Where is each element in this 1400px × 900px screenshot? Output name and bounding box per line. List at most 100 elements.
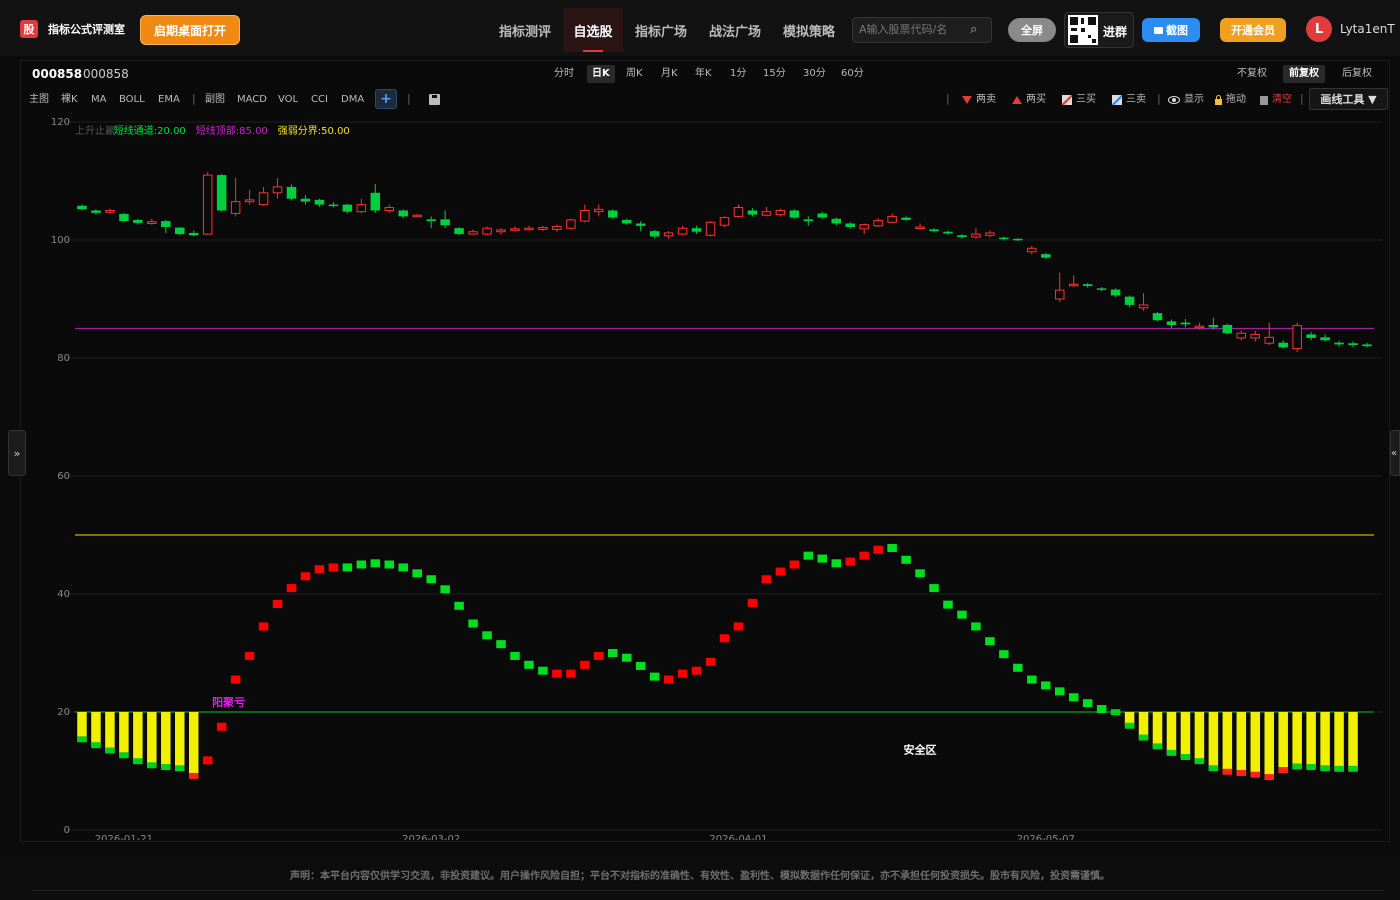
oscillator-bar [119,712,129,757]
oscillator-point [691,666,702,675]
candle-body [915,226,925,230]
nav-item-indicator-square[interactable]: 指标广场 [634,24,687,40]
period-tab-15min[interactable]: 15分 [763,68,786,79]
camera-icon [1154,26,1163,34]
candle-body [1222,324,1233,334]
nav-item-watchlist[interactable]: 自选股 [563,8,623,52]
expand-right-handle[interactable]: « [1390,430,1400,476]
period-tab-daily[interactable]: 日K [587,65,615,83]
period-tab-weekly[interactable]: 周K [626,68,643,79]
tool-three-sell[interactable]: 三卖 [1112,92,1146,108]
adjust-forward[interactable]: 前复权 [1283,65,1325,83]
candle-body [705,221,716,236]
adjust-backward[interactable]: 后复权 [1342,68,1372,79]
oscillator-bar-cap [1278,767,1288,773]
oscillator-bar [1264,712,1274,779]
search-icon[interactable]: ⌕ [970,22,978,37]
screenshot-button[interactable]: 截图 [1142,18,1200,42]
candle-body [272,186,283,194]
indicator-ema[interactable]: EMA [158,94,180,105]
oscillator-point [398,563,408,572]
candle-body [580,210,590,222]
candle-body [1068,283,1079,287]
candle-body [286,186,297,199]
legend-item: 强弱分界:50.00 [278,125,350,137]
oscillator-point [705,657,716,666]
indicator-dma[interactable]: DMA [341,94,365,105]
oscillator-point [272,600,283,609]
avatar[interactable]: L [1306,16,1332,42]
footer-divider [32,890,1384,891]
draw-tools-dropdown[interactable]: 画线工具 ▼ [1309,88,1388,110]
tool-clear-label: 清空 [1272,94,1292,105]
oscillator-point [440,585,450,594]
toolbar-divider: | [192,92,196,105]
stock-search-input[interactable]: A输入股票代码/名 [852,17,992,43]
username[interactable]: Lyta1enT [1340,22,1395,36]
oscillator-point [426,575,436,584]
oscillator-point [314,565,325,574]
tool-drag[interactable]: 拖动 [1215,92,1246,108]
nav-item-indicator-review[interactable]: 指标测评 [498,24,551,40]
open-vip-button[interactable]: 开通会员 [1220,18,1286,42]
tool-clear[interactable]: 清空 [1260,92,1292,108]
tool-two-buy[interactable]: 两买 [1012,92,1046,108]
adjust-none[interactable]: 不复权 [1237,68,1267,79]
indicator-macd[interactable]: MACD [237,94,267,105]
tool-show[interactable]: 显示 [1168,92,1204,108]
oscillator-bar [1250,712,1261,776]
period-tab-yearly[interactable]: 年K [695,68,712,79]
tool-three-buy[interactable]: 三买 [1062,92,1096,108]
candle-body [258,192,269,206]
fullscreen-button[interactable]: 全屏 [1008,18,1056,42]
period-tab-monthly[interactable]: 月K [661,68,678,79]
oscillator-point [775,567,786,576]
trash-icon [1260,95,1268,105]
nav-item-simulated-strategy[interactable]: 模拟策略 [782,24,835,40]
candle-body [859,224,869,230]
period-tab-60min[interactable]: 60分 [841,68,864,79]
chart-annotation: 安全区 [904,742,937,756]
period-tab-1min[interactable]: 1分 [730,68,747,79]
nav-item-strategy-square[interactable]: 战法广场 [708,24,761,40]
y-tick-label: 120 [51,117,70,128]
oscillator-bar-cap [1180,754,1191,761]
oscillator-point [985,637,995,646]
add-indicator-button[interactable]: + [375,89,397,109]
oscillator-bar [133,712,143,763]
oscillator-bar-cap [91,742,101,749]
indicator-boll[interactable]: BOLL [119,94,145,105]
candle-body [635,223,646,226]
candle-body [1096,288,1107,290]
tool-two-sell[interactable]: 两卖 [962,92,996,108]
line-tool-icon [1062,95,1072,105]
indicator-ma[interactable]: MA [91,94,107,105]
launch-desktop-button[interactable]: 启期桌面打开 [140,15,240,45]
tool-three-buy-label: 三买 [1076,94,1096,105]
x-tick-label: 2026-03-02 [402,834,460,840]
indicator-bare-k[interactable]: 裸K [61,94,78,105]
candle-body [1054,289,1065,300]
indicator-main[interactable]: 主图 [29,94,49,105]
oscillator-bar-cap [1110,709,1121,716]
candle-body [957,235,967,238]
period-tab-30min[interactable]: 30分 [803,68,826,79]
oscillator-point [258,622,269,631]
period-tab-intraday[interactable]: 分时 [554,68,574,79]
expand-left-handle[interactable]: » [8,430,26,476]
up-triangle-icon [1012,96,1022,104]
brand[interactable]: 股 指标公式评测室 [20,20,125,38]
oscillator-point [538,666,548,675]
candle-body [119,214,129,222]
indicator-sub[interactable]: 副图 [205,94,225,105]
candle-body [147,221,157,224]
candle-body [677,227,688,235]
indicator-vol[interactable]: VOL [278,94,299,105]
candle-body [608,210,618,218]
oscillator-bar-cap [1208,765,1219,772]
indicator-cci[interactable]: CCI [311,94,328,105]
join-group-button[interactable]: 进群 [1064,12,1134,48]
save-icon[interactable] [429,94,440,105]
candle-body [1306,334,1316,338]
